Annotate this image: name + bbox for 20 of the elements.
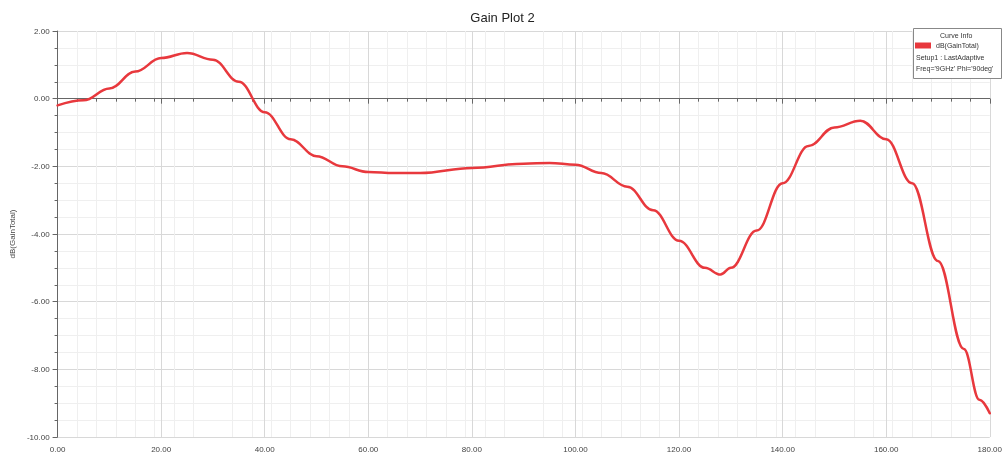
y-tick-label: -10.00 [26, 432, 51, 442]
x-tick-label: 80.00 [461, 444, 483, 454]
y-tick-label: -4.00 [31, 229, 51, 239]
x-tick-label: 20.00 [151, 444, 172, 454]
y-tick-label: 0.00 [34, 94, 51, 104]
y-axis-title: dB(GainTotal) [7, 209, 17, 259]
y-tick-label: 2.00 [34, 26, 51, 36]
line-series [56, 51, 992, 415]
x-tick-label: 140.00 [770, 444, 796, 454]
x-tick-label: 40.00 [254, 444, 276, 454]
x-tick-label: 60.00 [358, 444, 379, 454]
y-tick-label: -2.00 [31, 161, 51, 171]
y-tick-label: -8.00 [31, 364, 51, 374]
x-tick-label: 180.00 [977, 444, 1003, 454]
chart-title: Gain Plot 2 [470, 10, 535, 25]
x-tick-label: 0.00 [49, 444, 66, 454]
x-tick-label: 100.00 [563, 444, 589, 454]
x-tick-label: 160.00 [873, 444, 899, 454]
y-tick-label: -6.00 [31, 297, 51, 307]
x-tick-label: 120.00 [666, 444, 692, 454]
